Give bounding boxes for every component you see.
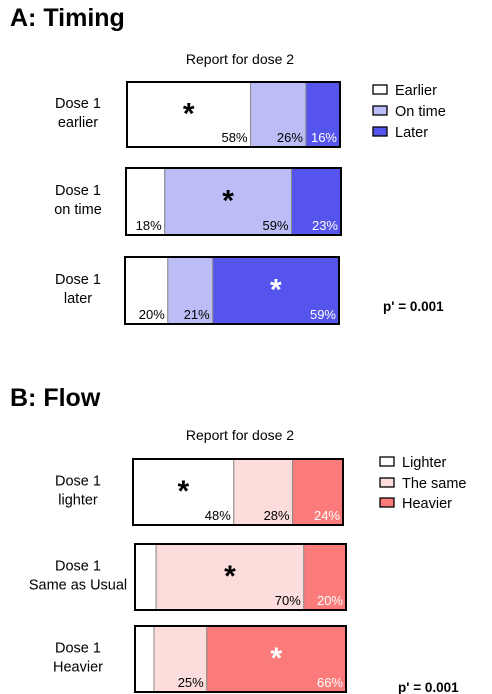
panel-b-bar-0-seg-1 (233, 458, 294, 526)
panel-a-bar-2-seg-1 (167, 256, 214, 325)
panel-a-pct-label-2-1: 21% (184, 307, 210, 322)
panel-a-row-label-1-0: Dose 1 (55, 183, 101, 199)
panel-a-pct-label-2-0: 20% (139, 307, 165, 322)
panel-a-star-0: * (183, 98, 195, 131)
panel-b-legend-swatch-1 (379, 477, 395, 488)
panel-a-legend-swatch-2 (372, 126, 388, 137)
panel-b-pct-label-0-2: 24% (314, 508, 340, 523)
panel-a-chart-title: Report for dose 2 (186, 51, 294, 67)
panel-b-star-2: * (271, 642, 283, 675)
panel-b-pct-label-0-1: 28% (264, 508, 290, 523)
panel-a-legend-swatch-1 (372, 105, 388, 116)
panel-b-bar-1-seg-2 (303, 543, 347, 611)
panel-b-pct-label-2-1: 25% (178, 675, 204, 690)
panel-b-legend-label-0: Lighter (402, 455, 447, 471)
panel-b-bar-2-seg-2 (206, 625, 347, 693)
panel-b-bar-0-seg-2 (292, 458, 344, 526)
panel-a-legend-label-2: Later (395, 125, 428, 141)
panel-b-pct-label-1-1: 70% (275, 593, 301, 608)
panel-b-row-label-2-0: Dose 1 (55, 641, 101, 657)
panel-a-pct-label-0-2: 16% (311, 130, 337, 145)
panel-b-row-label-0-0: Dose 1 (55, 474, 101, 490)
panel-b-p-value: p' = 0.001 (398, 680, 459, 694)
panel-b-title: B: Flow (10, 384, 101, 412)
panel-b-bar-frame-1 (134, 543, 347, 611)
panel-b-legend-swatch-2 (379, 497, 395, 508)
panel-a-row-label-0-1: earlier (58, 115, 98, 131)
panel-b-bar-2-seg-0 (134, 625, 155, 693)
panel-a-p-value: p' = 0.001 (383, 299, 444, 314)
panel-b-legend-label-1: The same (402, 476, 466, 492)
panel-a-legend-label-0: Earlier (395, 83, 437, 99)
panel-b-bar-0-seg-0 (132, 458, 235, 526)
panel-b-legend-label-2: Heavier (402, 496, 452, 512)
panel-b-pct-label-2-2: 66% (317, 675, 343, 690)
panel-a-title: A: Timing (10, 4, 125, 32)
panel-a-bar-frame-0 (126, 81, 341, 148)
panel-a-row-label-0-0: Dose 1 (55, 96, 101, 112)
panel-b-row-label-2-1: Heavier (53, 660, 103, 676)
panel-a-pct-label-0-1: 26% (277, 130, 303, 145)
panel-a-legend-swatch-0 (372, 84, 388, 95)
panel-b-bar-frame-2 (134, 625, 347, 693)
panel-a-pct-label-1-0: 18% (136, 218, 162, 233)
panel-b-bar-frame-0 (132, 458, 344, 526)
panel-a-pct-label-0-0: 58% (222, 130, 248, 145)
panel-b-row-label-0-1: lighter (58, 493, 98, 509)
panel-a-bar-frame-2 (124, 256, 340, 325)
panel-a-pct-label-1-1: 59% (263, 218, 289, 233)
panel-b-bar-1-seg-0 (134, 543, 157, 611)
panel-a-row-label-2-1: later (64, 291, 92, 307)
panel-a-star-2: * (270, 274, 282, 307)
panel-b-row-label-1-0: Dose 1 (55, 559, 101, 575)
panel-b-bar-1-seg-1 (155, 543, 305, 611)
panel-b-star-1: * (224, 560, 236, 593)
panel-b-chart-title: Report for dose 2 (186, 427, 294, 443)
panel-a-pct-label-1-2: 23% (312, 218, 338, 233)
panel-a-row-label-2-0: Dose 1 (55, 272, 101, 288)
panel-a-pct-label-2-2: 59% (310, 307, 336, 322)
panel-a-legend-label-1: On time (395, 104, 446, 120)
panel-a-star-1: * (222, 185, 234, 218)
panel-b-row-label-1-1: Same as Usual (29, 578, 127, 594)
panel-a-row-label-1-1: on time (54, 202, 102, 218)
panel-b-pct-label-0-0: 48% (205, 508, 231, 523)
panel-b-star-0: * (178, 475, 190, 508)
panel-b-legend-swatch-0 (379, 456, 395, 467)
panel-b-pct-label-1-2: 20% (317, 593, 343, 608)
panel-a-bar-frame-1 (125, 167, 342, 236)
